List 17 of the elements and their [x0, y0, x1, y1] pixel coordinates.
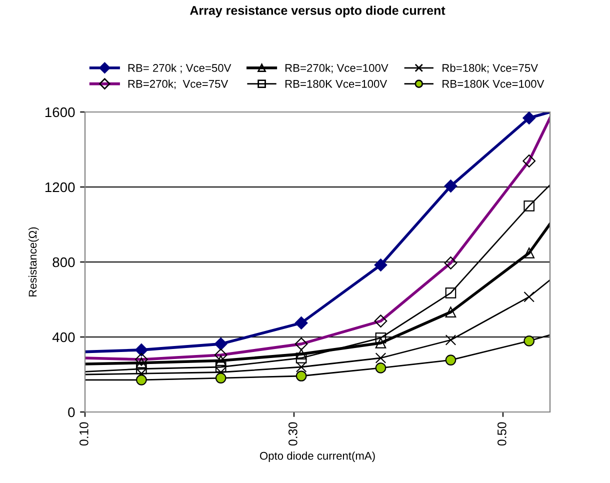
y-tick-label: 1600 — [45, 107, 75, 118]
x-axis-title: Opto diode current(mA) — [260, 452, 375, 462]
y-tick-label: 0 — [68, 407, 75, 418]
legend-label: RB=270k; Vce=100V — [285, 64, 388, 74]
x-tick-label: 0.30 — [288, 422, 298, 446]
legend-label: RB=180K Vce=100V — [285, 80, 388, 88]
y-axis-title: Resistance(Ω) — [28, 227, 39, 296]
legend-label: RB= 270k ; Vce=50V — [128, 64, 232, 74]
y-tick-label: 400 — [52, 332, 75, 342]
legend-label: Rb=180k; Vce=75V — [442, 64, 538, 74]
y-tick-label: 800 — [52, 257, 75, 268]
legend-label: RB=180K Vce=100V — [442, 80, 544, 88]
chart-title: Array resistance versus opto diode current — [190, 6, 446, 18]
x-tick-label: 0.10 — [80, 422, 88, 446]
legend-label: RB=270k; Vce=75V — [128, 80, 228, 90]
x-tick-label: 0.50 — [497, 422, 506, 446]
y-tick-label: 1200 — [45, 182, 75, 192]
